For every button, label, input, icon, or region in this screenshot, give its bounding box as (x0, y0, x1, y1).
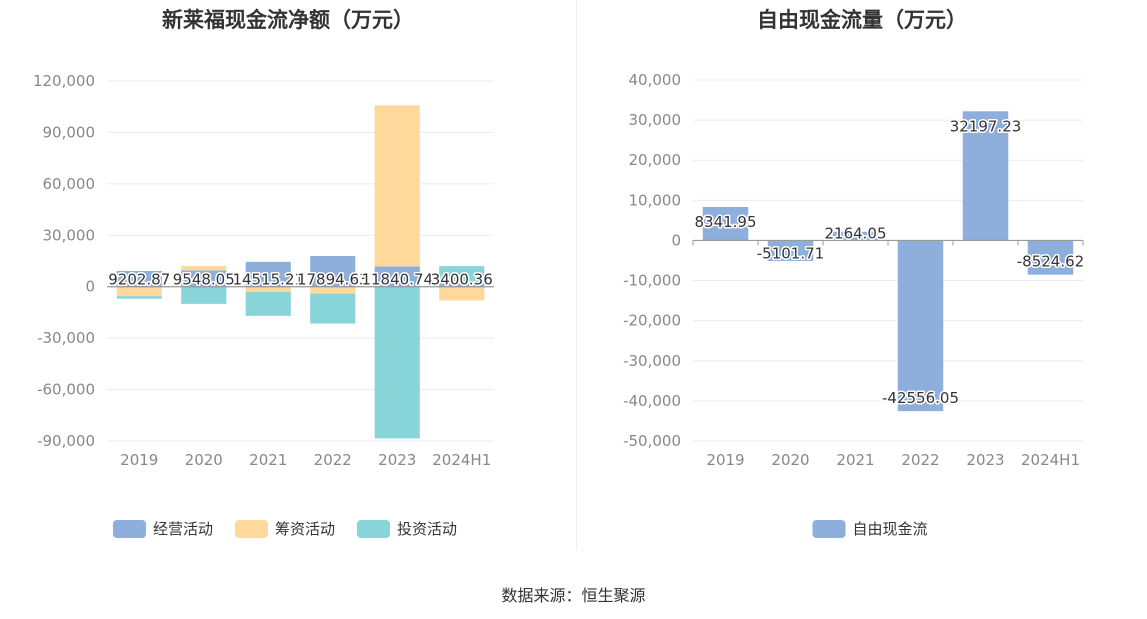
y-tick-label: -50,000 (623, 432, 681, 450)
y-tick-label: 90,000 (43, 123, 96, 141)
cash-flow-chart-title: 新莱福现金流净额（万元） (162, 8, 414, 32)
bar-0-2023 (962, 111, 1009, 241)
x-tick-label: 2020 (185, 451, 223, 469)
y-tick-label: -30,000 (37, 329, 95, 347)
bar-1-2023 (374, 105, 420, 267)
cash-flow-chart: 新莱福现金流净额（万元） 120,000 90,000 60,000 30,000 0 -… (0, 0, 576, 560)
bar-2-2020 (181, 286, 227, 304)
bar-2-2021 (245, 291, 291, 316)
bar-0-2022 (897, 240, 944, 412)
bar-2-2024H1 (439, 266, 485, 281)
bar-2-2022 (310, 293, 356, 324)
y-tick-label: 30,000 (629, 111, 682, 129)
panel-divider (576, 0, 577, 550)
bar-0-2021 (832, 231, 879, 241)
free-cash-flow-chart: 自由现金流量（万元） 40,000 30,000 20,000 10,000 0 -10,… (577, 0, 1147, 560)
y-tick-label: -20,000 (623, 312, 681, 330)
bar-0-2021 (245, 261, 291, 287)
data-label-2021: 14515.21 (232, 271, 304, 289)
x-tick-label: 2019 (706, 451, 744, 469)
bar-0-2019 (116, 270, 162, 287)
free-cash-flow-chart-svg: 40,000 30,000 20,000 10,000 0 -10,000 -20,000 -… (623, 71, 1086, 538)
bar-1-2020 (181, 266, 227, 271)
x-tick-label: 2022 (314, 451, 352, 469)
bar-0-2019 (702, 206, 749, 241)
data-label-2023: 32197.23 (950, 117, 1022, 135)
bar-0-2020 (181, 270, 227, 287)
bar-0-2023 (374, 266, 420, 287)
legend-label-2: 投资活动 (397, 520, 457, 538)
bar-0-2024H1 (1027, 240, 1074, 275)
legend-label-1: 筹资活动 (275, 520, 335, 538)
bar-2-2023 (374, 286, 420, 439)
x-tick-label: 2023 (378, 451, 416, 469)
cash-flow-chart-svg: 120,000 90,000 60,000 30,000 0 -30,000 -60,000… (33, 72, 494, 538)
y-tick-label: 30,000 (43, 226, 96, 244)
free-cash-flow-chart-title: 自由现金流量（万元） (757, 8, 967, 32)
y-tick-label: 0 (85, 278, 95, 296)
bar-1-2022 (310, 286, 356, 294)
bar-0-2022 (310, 256, 356, 287)
x-tick-label: 2024H1 (1021, 451, 1080, 469)
y-tick-label: 20,000 (629, 151, 682, 169)
data-label-2022: -42556.05 (882, 389, 959, 407)
bar-1-2024H1 (439, 286, 485, 301)
x-tick-label: 2023 (966, 451, 1004, 469)
y-tick-label: 0 (671, 231, 681, 249)
y-tick-label: -90,000 (37, 432, 95, 450)
legend-swatch-0 (812, 520, 846, 538)
data-label-2020: -5101.71 (757, 244, 824, 262)
data-label-2022: 17894.63 (297, 271, 369, 289)
legend-swatch-1 (234, 520, 268, 538)
data-source-note: 数据来源：恒生聚源 (501, 586, 646, 605)
y-tick-label: -60,000 (37, 381, 95, 399)
y-tick-label: -40,000 (623, 392, 681, 410)
y-tick-label: 120,000 (33, 72, 95, 90)
bar-2-2019 (116, 296, 162, 299)
y-tick-label: -10,000 (623, 272, 681, 290)
bar-1-2019 (116, 286, 162, 297)
y-tick-label: 10,000 (629, 191, 682, 209)
y-tick-label: 40,000 (629, 71, 682, 89)
y-tick-label: -30,000 (623, 352, 681, 370)
data-label-2019: 9202.87 (108, 271, 170, 289)
x-tick-label: 2022 (901, 451, 939, 469)
data-label-2020: 9548.05 (173, 271, 235, 289)
data-label-2024H1: 3400.36 (431, 271, 493, 289)
bar-0-2020 (767, 240, 814, 261)
legend-swatch-2 (357, 520, 391, 538)
x-tick-label: 2019 (120, 451, 158, 469)
data-label-2023: 11840.74 (361, 271, 433, 289)
legend-label-0: 经营活动 (153, 520, 213, 538)
data-label-2021: 2164.05 (824, 224, 886, 242)
y-tick-label: 60,000 (43, 175, 96, 193)
x-tick-label: 2021 (836, 451, 874, 469)
x-tick-label: 2021 (249, 451, 287, 469)
legend-swatch-0 (112, 520, 146, 538)
bar-1-2021 (245, 286, 291, 292)
data-label-2024H1: -8524.62 (1017, 253, 1084, 271)
data-label-2019: 8341.95 (694, 213, 756, 231)
legend-label-0: 自由现金流 (852, 520, 927, 538)
x-tick-label: 2024H1 (432, 451, 491, 469)
bar-0-2024H1 (439, 280, 485, 287)
x-tick-label: 2020 (771, 451, 809, 469)
